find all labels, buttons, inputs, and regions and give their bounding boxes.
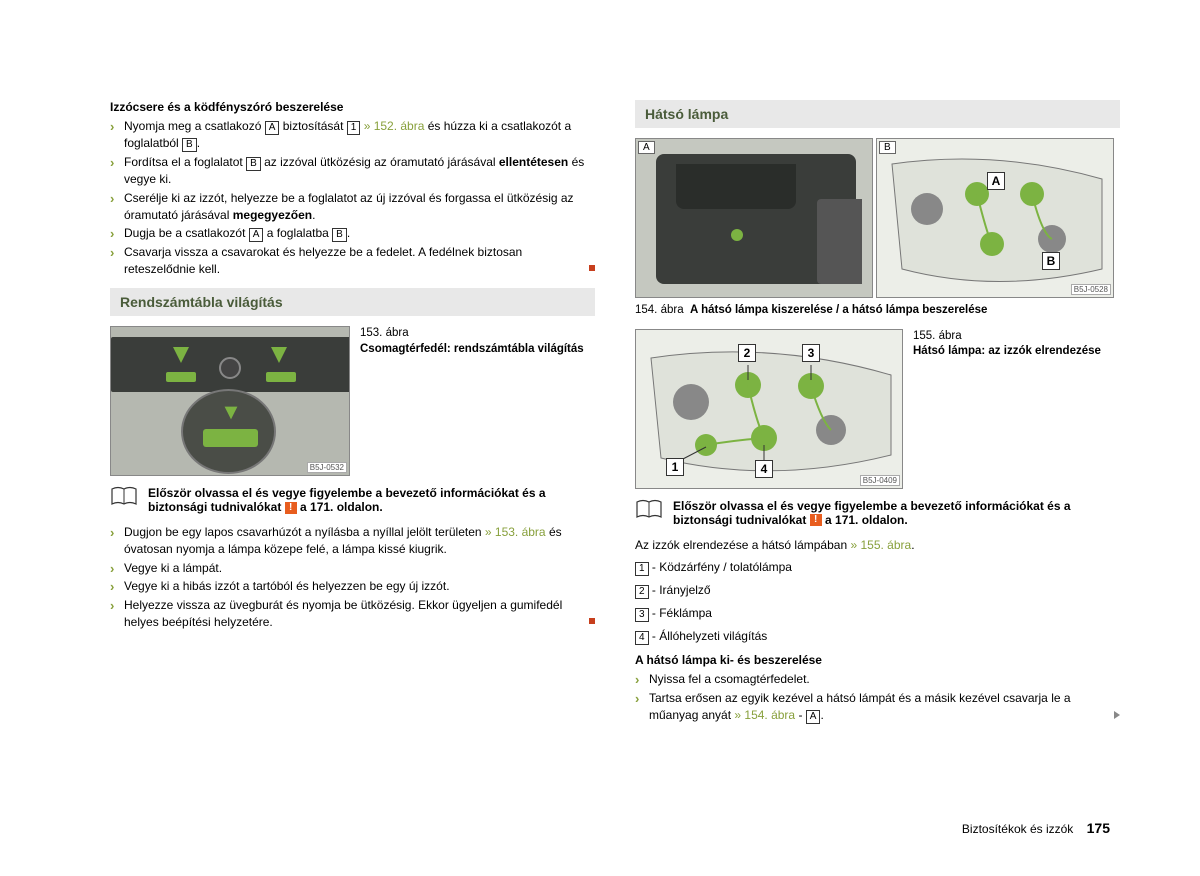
figure-153-image: B5J-0532 (110, 326, 350, 476)
key-1: 1 (347, 121, 361, 135)
step-3: Cserélje ki az izzót, helyezze be a fogl… (110, 190, 595, 224)
ref-155: » 155. ábra (850, 538, 911, 552)
step-10: Nyissa fel a csomagtérfedelet. (635, 671, 1120, 688)
step-4: Dugja be a csatlakozót A a foglalatba B. (110, 225, 595, 242)
figure-154-caption: 154. ábra A hátsó lámpa kiszerelése / a … (635, 303, 1120, 319)
ref-154: » 154. ábra (734, 708, 795, 722)
key-B: B (246, 157, 261, 171)
step-6: Dugjon be egy lapos csavarhúzót a nyílás… (110, 524, 595, 558)
end-marker-icon (589, 265, 595, 271)
section-rear-lamp: Hátsó lámpa (635, 100, 1120, 128)
right-column: Hátsó lámpa A B (635, 100, 1120, 726)
step-2: Fordítsa el a foglalatot B az izzóval üt… (110, 154, 595, 188)
corner-A: A (638, 141, 655, 154)
label-3: 3 (802, 344, 820, 362)
figure-153-caption: 153. ábra Csomagtérfedél: rendszámtábla … (360, 326, 584, 357)
step-1: Nyomja meg a csatlakozó A biztosítását 1… (110, 118, 595, 152)
end-marker-icon (589, 618, 595, 624)
book-open-icon (635, 499, 663, 521)
key-A-small: A (806, 710, 821, 724)
book-open-icon (110, 486, 138, 508)
key-A: A (265, 121, 280, 135)
bulb-arrangement-line: Az izzók elrendezése a hátsó lámpában » … (635, 537, 1120, 554)
page-number: 175 (1087, 820, 1110, 836)
label-B: B (1042, 252, 1060, 270)
figure-154-row: A B A B B5J-05 (635, 138, 1120, 298)
warning-icon: ! (285, 502, 297, 514)
label-4: 4 (755, 460, 773, 478)
warning-icon: ! (810, 514, 822, 526)
label-A: A (987, 172, 1005, 190)
info-box-2: Először olvassa el és vegye figyelembe a… (635, 499, 1120, 527)
continue-arrow-icon (1114, 711, 1120, 719)
key-B: B (332, 228, 347, 242)
legend-3: 3 - Féklámpa (635, 605, 1120, 622)
step-11: Tartsa erősen az egyik kezével a hátsó l… (635, 690, 1120, 724)
key-A: A (249, 228, 264, 242)
page-footer: Biztosítékok és izzók 175 (962, 820, 1110, 836)
left-column: Izzócsere és a ködfényszóró beszerelése … (110, 100, 595, 726)
heading-rear-lamp-inst: A hátsó lámpa ki- és beszerelése (635, 653, 1120, 667)
fig-code: B5J-0528 (1071, 284, 1111, 295)
figure-153-row: B5J-0532 153. ábra Csomagtérfedél: rends… (110, 326, 595, 476)
figure-155-image: 2 3 1 4 B5J-0409 (635, 329, 903, 489)
step-9: Helyezze vissza az üvegburát és nyomja b… (110, 597, 595, 631)
ref-153: » 153. ábra (485, 525, 546, 539)
step-7: Vegye ki a lámpát. (110, 560, 595, 577)
footer-section: Biztosítékok és izzók (962, 822, 1073, 836)
legend-4: 4 - Állóhelyzeti világítás (635, 628, 1120, 645)
label-1: 1 (666, 458, 684, 476)
figure-155-caption: 155. ábra Hátsó lámpa: az izzók elrendez… (913, 329, 1101, 360)
legend-1: 1 - Ködzárfény / tolatólámpa (635, 559, 1120, 576)
key-B: B (182, 138, 197, 152)
ref-152: » 152. ábra (364, 119, 425, 133)
info-box-1: Először olvassa el és vegye figyelembe a… (110, 486, 595, 514)
section-licenseplate-light: Rendszámtábla világítás (110, 288, 595, 316)
figure-154-b: B A B B5J-0528 (876, 138, 1114, 298)
label-2: 2 (738, 344, 756, 362)
fig-code: B5J-0532 (307, 462, 347, 473)
figure-155-row: 2 3 1 4 B5J-0409 155. ábra Hátsó lámpa: … (635, 329, 1120, 489)
fig-code: B5J-0409 (860, 475, 900, 486)
legend-2: 2 - Irányjelző (635, 582, 1120, 599)
heading-bulb-replace: Izzócsere és a ködfényszóró beszerelése (110, 100, 595, 114)
step-8: Vegye ki a hibás izzót a tartóból és hel… (110, 578, 595, 595)
step-5: Csavarja vissza a csavarokat és helyezze… (110, 244, 595, 278)
figure-154-a: A (635, 138, 873, 298)
